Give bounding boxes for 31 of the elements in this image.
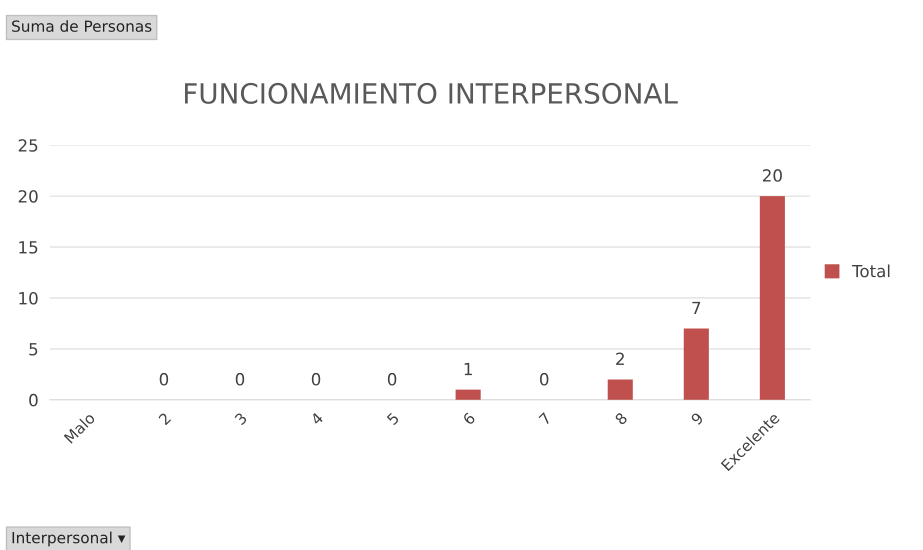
x-tick-label: 3 [234, 412, 248, 426]
data-label: 0 [388, 372, 396, 386]
data-label: 20 [762, 169, 782, 182]
y-tick-label: 5 [29, 343, 38, 356]
data-label: 1 [464, 362, 472, 376]
bar [456, 390, 481, 400]
x-tick-label: 4 [310, 412, 324, 426]
legend-label: Total [852, 264, 890, 278]
x-tick-label: 2 [158, 412, 172, 426]
data-label: 7 [692, 302, 700, 314]
x-tick-label: 8 [614, 412, 628, 426]
y-tick-label: 0 [29, 394, 38, 406]
x-tick-label: 7 [538, 412, 552, 426]
chart-title: FUNCIONAMIENTO INTERPERSONAL [185, 82, 678, 104]
y-tick-label: 20 [18, 190, 38, 203]
y-tick-label: 15 [19, 241, 38, 254]
y-tick-label: 10 [19, 292, 38, 305]
text: Suma de Personas [12, 20, 152, 32]
text: Interpersonal ▾ [12, 532, 126, 546]
data-label: 0 [236, 372, 244, 386]
bar [760, 196, 785, 400]
bar [608, 379, 633, 400]
x-tick-label: 6 [462, 412, 476, 426]
y-tick-label: 25 [18, 139, 38, 152]
x-tick-label: 9 [690, 412, 704, 426]
x-tick-label: 5 [386, 412, 400, 426]
data-label: 0 [160, 372, 168, 386]
bar [684, 328, 709, 400]
data-label: 0 [312, 372, 320, 386]
data-label: 0 [540, 372, 548, 386]
data-label: 2 [616, 352, 624, 365]
